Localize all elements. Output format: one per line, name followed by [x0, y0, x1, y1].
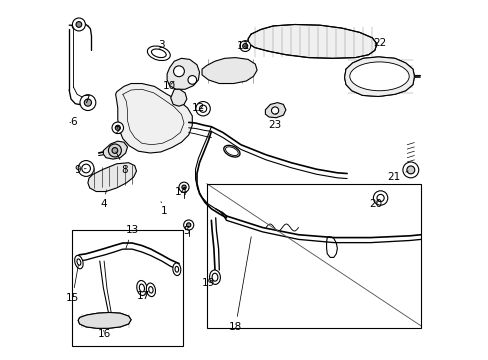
- Text: 8: 8: [116, 152, 128, 175]
- Ellipse shape: [148, 287, 153, 293]
- Text: 4: 4: [100, 190, 106, 210]
- Text: 12: 12: [191, 103, 204, 113]
- Circle shape: [76, 22, 81, 27]
- Text: 10: 10: [162, 81, 175, 91]
- Ellipse shape: [75, 255, 83, 269]
- Circle shape: [182, 185, 186, 189]
- Text: 6: 6: [70, 117, 77, 127]
- Text: 1: 1: [161, 202, 167, 216]
- Circle shape: [80, 95, 96, 111]
- Circle shape: [179, 182, 189, 192]
- Text: 2: 2: [114, 126, 121, 136]
- Polygon shape: [170, 89, 186, 106]
- Polygon shape: [265, 103, 285, 118]
- Ellipse shape: [146, 283, 155, 297]
- Polygon shape: [115, 84, 192, 153]
- Circle shape: [115, 125, 120, 130]
- Circle shape: [84, 99, 91, 106]
- Circle shape: [112, 122, 123, 134]
- Polygon shape: [344, 57, 413, 96]
- Ellipse shape: [224, 145, 240, 157]
- Text: 13: 13: [125, 225, 139, 249]
- Circle shape: [406, 166, 414, 174]
- Text: 11: 11: [237, 41, 250, 51]
- Ellipse shape: [175, 266, 178, 272]
- Ellipse shape: [172, 263, 181, 275]
- Text: 7: 7: [79, 95, 89, 105]
- Text: 17: 17: [137, 291, 150, 301]
- Circle shape: [78, 161, 94, 176]
- Text: 18: 18: [228, 237, 251, 332]
- Circle shape: [376, 194, 384, 202]
- Polygon shape: [78, 312, 131, 328]
- Text: 21: 21: [386, 171, 407, 182]
- Ellipse shape: [151, 49, 166, 58]
- Ellipse shape: [209, 270, 220, 284]
- Polygon shape: [81, 162, 92, 175]
- Text: 5: 5: [183, 226, 189, 236]
- Text: 20: 20: [368, 199, 382, 210]
- Ellipse shape: [137, 280, 147, 296]
- Ellipse shape: [349, 62, 408, 91]
- Bar: [206, 184, 420, 328]
- Circle shape: [72, 18, 85, 31]
- Circle shape: [239, 41, 250, 51]
- Circle shape: [199, 105, 206, 112]
- Polygon shape: [202, 58, 257, 84]
- Circle shape: [108, 144, 121, 157]
- Text: 16: 16: [97, 329, 110, 339]
- Text: 22: 22: [372, 38, 386, 48]
- Polygon shape: [167, 58, 199, 89]
- Polygon shape: [88, 163, 136, 192]
- Circle shape: [112, 148, 118, 153]
- Bar: [72, 230, 183, 346]
- Circle shape: [186, 223, 190, 227]
- Ellipse shape: [139, 284, 144, 292]
- Text: 15: 15: [66, 265, 79, 303]
- Ellipse shape: [212, 273, 218, 281]
- Polygon shape: [103, 141, 127, 159]
- Text: 23: 23: [268, 113, 281, 130]
- Circle shape: [187, 76, 196, 84]
- Circle shape: [402, 162, 418, 178]
- Circle shape: [271, 107, 278, 114]
- Text: 9: 9: [75, 165, 86, 175]
- Text: 19: 19: [202, 278, 215, 288]
- Ellipse shape: [225, 147, 238, 156]
- Circle shape: [196, 102, 210, 116]
- Ellipse shape: [147, 46, 170, 60]
- Polygon shape: [247, 24, 376, 58]
- Circle shape: [373, 191, 387, 205]
- Circle shape: [81, 164, 90, 173]
- Text: 3: 3: [157, 40, 164, 50]
- Circle shape: [173, 66, 184, 77]
- Ellipse shape: [77, 259, 81, 265]
- Text: 14: 14: [175, 186, 188, 197]
- Circle shape: [183, 220, 193, 230]
- Circle shape: [242, 44, 247, 49]
